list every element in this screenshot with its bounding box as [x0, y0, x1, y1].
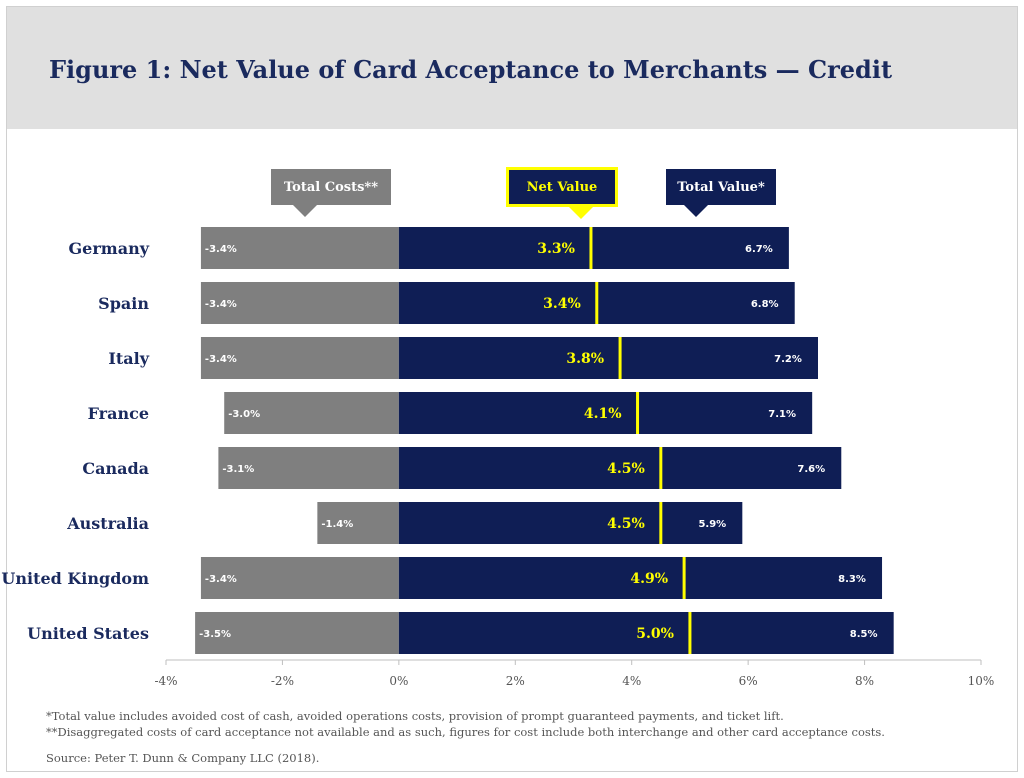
net-data-label: 4.5% — [607, 461, 645, 477]
value-data-label: 8.3% — [838, 574, 866, 585]
cost-bar — [200, 282, 399, 324]
value-data-label: 7.1% — [768, 409, 796, 420]
legend-total-costs: Total Costs** — [271, 169, 391, 217]
cost-bar — [218, 447, 399, 489]
net-data-label: 4.1% — [584, 406, 622, 422]
x-tick-label: 2% — [506, 674, 525, 688]
legend-total-value: Total Value* — [666, 169, 776, 217]
legend-total-value-label: Total Value* — [677, 179, 765, 195]
net-data-label: 4.9% — [630, 571, 668, 587]
cost-data-label: -3.4% — [205, 299, 237, 310]
value-bar — [398, 227, 789, 269]
source-note: Source: Peter T. Dunn & Company LLC (201… — [46, 751, 320, 765]
legend-pointer-icon — [684, 205, 708, 217]
cost-data-label: -1.4% — [321, 519, 353, 530]
footnote-total-value: *Total value includes avoided cost of ca… — [46, 709, 784, 723]
cost-bar — [195, 612, 399, 654]
net-data-label: 5.0% — [636, 626, 674, 642]
legend-pointer-icon — [569, 207, 593, 219]
legend-total-costs-label: Total Costs** — [283, 179, 378, 195]
bar-chart: -4% -2% 0% 2% 4% 6% 8% 10% Germany -3.4% 6.7% 3.3%… — [1, 227, 995, 688]
value-bar — [398, 392, 813, 434]
x-tick-label: 6% — [739, 674, 758, 688]
x-tick-label: -4% — [154, 674, 177, 688]
cost-bar — [200, 557, 399, 599]
category-label: Germany — [69, 239, 150, 258]
legend-pointer-icon — [293, 205, 317, 217]
net-data-label: 4.5% — [607, 516, 645, 532]
cost-data-label: -3.4% — [205, 354, 237, 365]
x-tick-label: 0% — [389, 674, 408, 688]
value-data-label: 6.7% — [745, 244, 773, 255]
value-data-label: 7.6% — [797, 464, 825, 475]
value-bar — [398, 557, 883, 599]
cost-bar — [224, 392, 399, 434]
net-data-label: 3.3% — [537, 241, 575, 257]
cost-data-label: -3.4% — [205, 574, 237, 585]
cost-bar — [200, 337, 399, 379]
value-bar — [398, 502, 743, 544]
category-label: Spain — [98, 294, 149, 313]
x-tick-label: -2% — [271, 674, 294, 688]
value-bar — [398, 337, 818, 379]
legend-net-value: Net Value — [506, 167, 618, 219]
net-data-label: 3.4% — [543, 296, 581, 312]
value-bar — [398, 447, 842, 489]
cost-data-label: -3.5% — [199, 629, 231, 640]
footnotes: *Total value includes avoided cost of ca… — [46, 708, 1006, 766]
value-data-label: 7.2% — [774, 354, 802, 365]
cost-bar — [317, 502, 399, 544]
net-data-label: 3.8% — [566, 351, 604, 367]
x-tick-label: 10% — [968, 674, 995, 688]
cost-data-label: -3.1% — [222, 464, 254, 475]
category-label: Canada — [82, 459, 149, 478]
x-tick-label: 8% — [855, 674, 874, 688]
value-data-label: 5.9% — [698, 519, 726, 530]
category-label: Italy — [108, 349, 149, 368]
footnote-costs: **Disaggregated costs of card acceptance… — [46, 725, 885, 739]
x-tick-label: 4% — [622, 674, 641, 688]
value-data-label: 6.8% — [751, 299, 779, 310]
category-label: France — [88, 404, 149, 423]
category-label: Australia — [66, 514, 149, 533]
bars-layer — [195, 227, 894, 654]
cost-data-label: -3.4% — [205, 244, 237, 255]
legend-net-value-label: Net Value — [526, 179, 598, 195]
cost-data-label: -3.0% — [228, 409, 260, 420]
axis-layer: -4% -2% 0% 2% 4% 6% 8% 10% — [154, 659, 995, 688]
category-label: United Kingdom — [1, 569, 149, 588]
cost-bar — [200, 227, 399, 269]
page-title: Figure 1: Net Value of Card Acceptance t… — [49, 55, 893, 84]
category-label: United States — [27, 624, 149, 643]
labels-layer: Germany -3.4% 6.7% 3.3% Spain -3.4% 6.8% 3.4% It… — [1, 239, 877, 643]
title-banner: Figure 1: Net Value of Card Acceptance t… — [7, 7, 1017, 129]
value-data-label: 8.5% — [850, 629, 878, 640]
value-bar — [398, 612, 894, 654]
